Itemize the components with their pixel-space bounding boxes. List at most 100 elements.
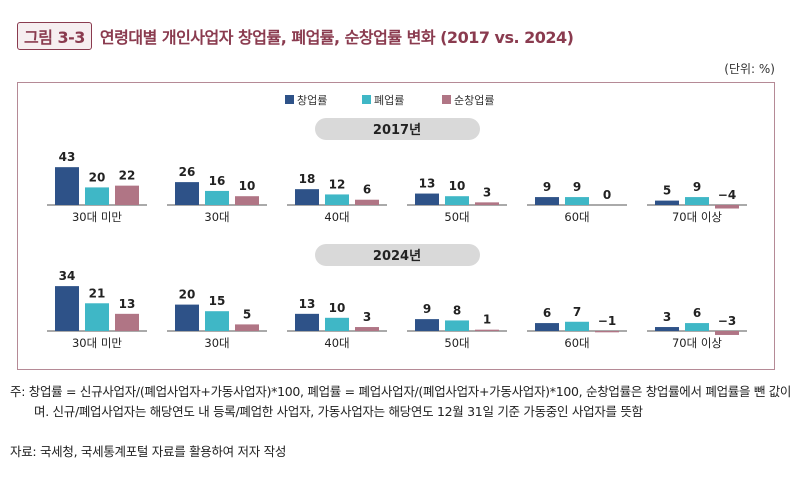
bar xyxy=(175,304,199,331)
data-label: 22 xyxy=(119,169,136,183)
data-label: 10 xyxy=(239,179,256,193)
bar xyxy=(55,167,79,205)
data-label: −3 xyxy=(718,314,736,328)
panel-title-pill xyxy=(315,118,480,140)
bar xyxy=(85,303,109,331)
panel-title: 2017년 xyxy=(373,123,421,138)
category-label: 40대 xyxy=(324,336,349,350)
bar xyxy=(175,182,199,205)
data-label: 34 xyxy=(59,269,76,283)
chart-frame xyxy=(17,82,775,370)
source-note: 자료: 국세청, 국세통계포털 자료를 활용하여 저자 작성 xyxy=(10,444,287,459)
bar xyxy=(595,331,619,333)
data-label: 18 xyxy=(299,172,316,186)
category-label: 30대 미만 xyxy=(72,336,122,350)
panel-title-pill xyxy=(315,244,480,266)
category-label: 30대 xyxy=(204,336,229,350)
bar xyxy=(235,324,259,331)
bar xyxy=(655,200,679,205)
figure-label: 그림 3-3 xyxy=(17,22,92,50)
category-label: 70대 이상 xyxy=(672,336,722,350)
figure-title: 그림 3-3 연령대별 개인사업자 창업률, 폐업률, 순창업률 변화 (201… xyxy=(17,22,574,50)
bar xyxy=(535,323,559,331)
data-label: 1 xyxy=(483,313,491,327)
bar xyxy=(55,286,79,331)
bar xyxy=(325,194,349,205)
bar xyxy=(355,327,379,331)
data-label: 15 xyxy=(209,294,226,308)
data-label: 6 xyxy=(363,183,371,197)
legend-swatch xyxy=(285,95,294,104)
data-label: 12 xyxy=(329,177,346,191)
category-label: 40대 xyxy=(324,210,349,224)
bar xyxy=(205,311,229,331)
data-label: 9 xyxy=(423,302,431,316)
data-label: 20 xyxy=(179,288,196,302)
category-label: 30대 xyxy=(204,210,229,224)
data-label: 13 xyxy=(299,297,316,311)
bar xyxy=(475,202,499,205)
data-label: 5 xyxy=(663,184,671,198)
data-label: −4 xyxy=(718,188,736,202)
footnote: 주: 창업률 = 신규사업자/(폐업사업자+가동사업자)*100, 폐업률 = … xyxy=(10,384,792,419)
data-label: 16 xyxy=(209,174,226,188)
bar xyxy=(565,197,589,205)
legend-label: 창업률 xyxy=(297,94,327,107)
data-label: 3 xyxy=(663,310,671,324)
category-label: 30대 미만 xyxy=(72,210,122,224)
category-label: 60대 xyxy=(564,336,589,350)
bar xyxy=(295,313,319,331)
data-label: 8 xyxy=(453,303,461,317)
bar xyxy=(235,196,259,205)
bar xyxy=(565,321,589,331)
data-label: 13 xyxy=(419,177,436,191)
bar xyxy=(295,189,319,205)
data-label: 21 xyxy=(89,286,106,300)
bar xyxy=(445,196,469,205)
bar xyxy=(685,323,709,331)
data-label: 9 xyxy=(543,180,551,194)
bar xyxy=(535,197,559,205)
bar xyxy=(715,331,739,335)
bar xyxy=(715,205,739,209)
bar xyxy=(205,190,229,205)
data-label: 13 xyxy=(119,297,136,311)
bar xyxy=(85,187,109,205)
category-label: 50대 xyxy=(444,210,469,224)
category-label: 70대 이상 xyxy=(672,210,722,224)
data-label: 7 xyxy=(573,305,581,319)
data-label: 20 xyxy=(89,170,106,184)
unit-label: (단위: %) xyxy=(724,62,775,76)
legend-label: 폐업률 xyxy=(374,94,404,107)
data-label: 3 xyxy=(483,185,491,199)
data-label: 9 xyxy=(693,180,701,194)
data-label: 0 xyxy=(603,188,611,202)
legend-swatch xyxy=(442,95,451,104)
legend-swatch xyxy=(362,95,371,104)
bar xyxy=(415,319,439,331)
data-label: 6 xyxy=(543,306,551,320)
data-label: 10 xyxy=(329,301,346,315)
figure-title-text: 연령대별 개인사업자 창업률, 폐업률, 순창업률 변화 (2017 vs. 2… xyxy=(99,28,574,47)
bar xyxy=(355,199,379,205)
panel-title: 2024년 xyxy=(373,249,421,264)
bar xyxy=(685,197,709,205)
bar xyxy=(445,320,469,331)
data-label: 43 xyxy=(59,150,76,164)
data-label: 5 xyxy=(243,307,251,321)
bar xyxy=(115,313,139,331)
category-label: 50대 xyxy=(444,336,469,350)
data-label: 9 xyxy=(573,180,581,194)
bar xyxy=(475,329,499,331)
bar xyxy=(655,327,679,331)
data-label: 6 xyxy=(693,306,701,320)
data-label: 26 xyxy=(179,165,196,179)
bar xyxy=(115,185,139,205)
data-label: 10 xyxy=(449,179,466,193)
bar xyxy=(415,193,439,205)
legend-label: 순창업률 xyxy=(454,94,494,107)
bar xyxy=(325,317,349,331)
data-label: 3 xyxy=(363,310,371,324)
category-label: 60대 xyxy=(564,210,589,224)
